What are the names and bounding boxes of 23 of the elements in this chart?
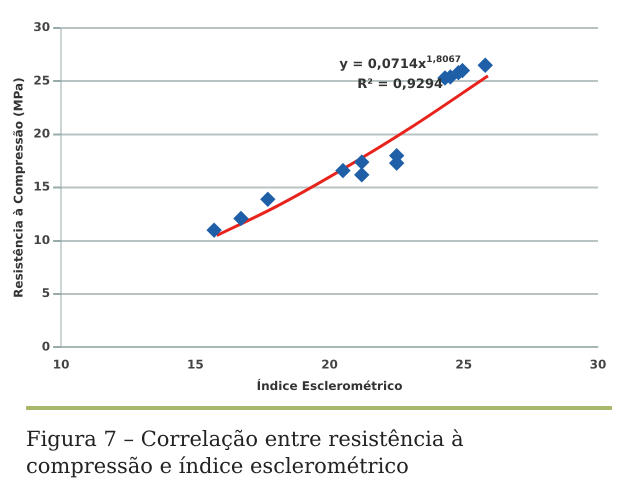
point <box>233 210 248 226</box>
y-tick-label: 0 <box>42 339 50 354</box>
point <box>354 154 370 170</box>
x-axis-title: Índice Esclerométrico <box>256 378 402 393</box>
y-tick-label: 25 <box>33 73 50 88</box>
y-tick-label: 30 <box>33 20 50 34</box>
point <box>478 58 493 73</box>
annotation: R² = 0,9294 <box>357 77 444 92</box>
y-tick-label: 10 <box>33 232 50 247</box>
point <box>335 163 350 178</box>
y-tick-label: 5 <box>42 286 50 300</box>
x-tick-label: 20 <box>321 358 338 372</box>
point <box>206 222 222 238</box>
point <box>260 192 276 207</box>
x-tick-label: 25 <box>455 358 472 372</box>
text: Figura 7 – Correlação entre resistência à compressão e índice esclerométrico <box>26 426 465 480</box>
y-tick-label: 15 <box>33 180 50 194</box>
y-axis-title: Resistência à Compressão (MPa) <box>11 77 26 298</box>
x-tick-label: 30 <box>590 358 606 372</box>
x-tick-label: 15 <box>186 358 204 372</box>
point <box>354 167 370 182</box>
x-tick-label: 10 <box>52 358 70 372</box>
y-tick-label: 20 <box>33 126 50 141</box>
